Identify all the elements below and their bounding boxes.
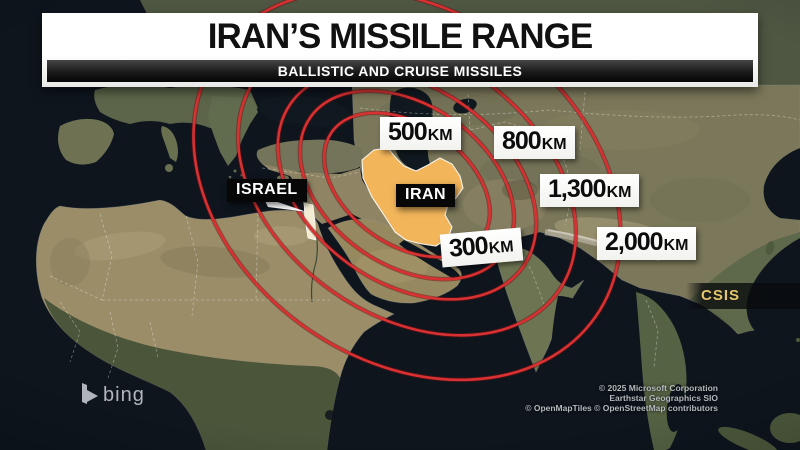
bay-of-bengal [550, 294, 649, 450]
range-unit: KM [606, 184, 632, 201]
land-africa-green [44, 298, 340, 450]
lake-victoria [325, 410, 335, 420]
bing-wordmark: bing [103, 383, 145, 406]
range-unit: KM [488, 238, 515, 258]
range-label-300km: 300KM [439, 227, 523, 268]
gulf-of-thailand [666, 384, 686, 432]
range-value: 300 [447, 231, 489, 263]
range-unit: KM [427, 127, 453, 144]
israel-label: ISRAEL [227, 179, 307, 202]
range-unit: KM [541, 136, 567, 153]
range-value: 500 [388, 118, 428, 146]
attribution-line: Earthstar Geographics SIO [609, 393, 718, 404]
page-subtitle: BALLISTIC AND CRUISE MISSILES [47, 60, 753, 82]
yellow-sea [763, 148, 800, 220]
range-label-800km: 800KM [494, 126, 575, 159]
land-europe [58, 84, 364, 181]
persian-gulf [399, 240, 460, 280]
attribution-line: © 2025 Microsoft Corporation [598, 383, 718, 393]
range-value: 1,300 [548, 175, 607, 203]
source-watermark: CSIS [686, 283, 800, 309]
range-value: 2,000 [605, 228, 664, 256]
range-label-1300km: 1,300KM [540, 174, 640, 207]
header-banner: IRAN’S MISSILE RANGE BALLISTIC AND CRUIS… [42, 13, 758, 87]
range-label-2000km: 2,000KM [597, 227, 697, 260]
map-attribution: © 2025 Microsoft Corporation Earthstar G… [525, 383, 718, 413]
attribution-line: © OpenMapTiles © OpenStreetMap contribut… [525, 403, 718, 414]
source-label: CSIS [701, 287, 741, 304]
iran-label: IRAN [396, 184, 456, 207]
range-ring-800 [276, 69, 538, 301]
page-title: IRAN’S MISSILE RANGE [207, 17, 593, 56]
bing-b-icon [82, 383, 98, 404]
range-unit: KM [663, 237, 689, 254]
range-label-500km: 500KM [380, 117, 461, 150]
bing-logo: bing [80, 383, 145, 407]
range-value: 800 [502, 127, 542, 155]
